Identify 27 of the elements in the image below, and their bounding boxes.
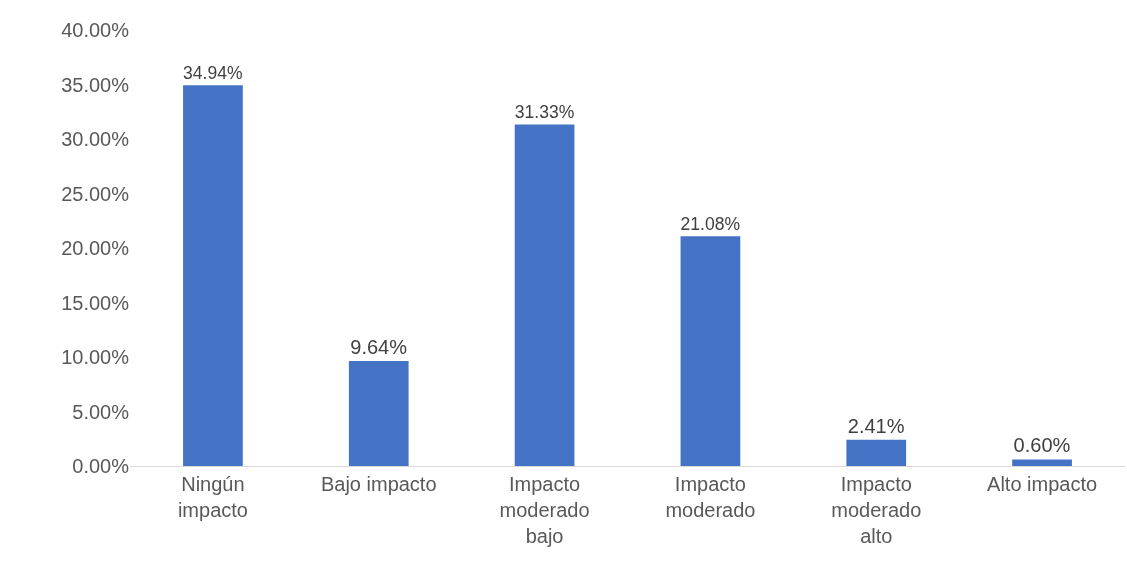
- bar: [348, 360, 409, 466]
- y-tick-label: 10.00%: [61, 346, 130, 368]
- bar: [183, 85, 243, 466]
- bar: [680, 236, 741, 466]
- x-tick-label: Impacto moderado: [665, 473, 756, 521]
- data-label: 31.33%: [514, 101, 575, 122]
- y-tick-label: 35.00%: [61, 73, 130, 96]
- y-tick-label: 40.00%: [61, 19, 130, 41]
- y-tick-label: 15.00%: [61, 291, 130, 314]
- x-tick-label: Bajo impacto: [320, 473, 437, 495]
- bar: [1012, 459, 1072, 466]
- x-tick-label: Ningún impacto: [177, 473, 248, 521]
- y-tick-label: 20.00%: [61, 237, 130, 259]
- data-label: 2.41%: [847, 414, 905, 437]
- data-label: 0.60%: [1013, 434, 1071, 457]
- bar: [846, 439, 907, 466]
- x-tick-label: Impacto moderado alto: [831, 473, 922, 547]
- data-label: 9.64%: [350, 335, 408, 358]
- y-tick-label: 25.00%: [61, 182, 130, 205]
- y-tick-label: 30.00%: [61, 128, 130, 150]
- data-label: 34.94%: [183, 62, 243, 83]
- x-tick-label: Alto impacto: [987, 473, 1098, 495]
- data-label: 21.08%: [680, 213, 741, 234]
- x-tick-label: Impacto moderado bajo: [499, 473, 590, 547]
- y-tick-label: 0.00%: [72, 455, 130, 477]
- bar: [514, 124, 575, 466]
- y-tick-label: 5.00%: [72, 400, 130, 423]
